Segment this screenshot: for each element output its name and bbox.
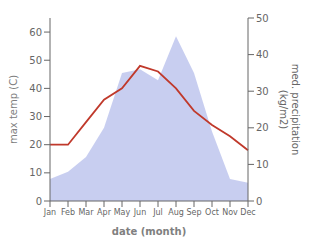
svg-text:30: 30	[256, 86, 269, 97]
svg-text:Jun: Jun	[133, 208, 147, 217]
svg-text:Mar: Mar	[78, 208, 94, 217]
svg-text:Aug: Aug	[168, 208, 184, 217]
svg-text:50: 50	[256, 13, 269, 24]
svg-text:max temp (C): max temp (C)	[8, 75, 19, 144]
svg-text:Oct: Oct	[205, 208, 219, 217]
svg-text:Dec: Dec	[240, 208, 255, 217]
svg-text:0: 0	[36, 196, 42, 207]
svg-text:Sep: Sep	[186, 208, 201, 217]
svg-text:40: 40	[256, 49, 269, 60]
svg-text:med. precipitation(kg/m2): med. precipitation(kg/m2)	[278, 64, 301, 156]
svg-text:Jul: Jul	[152, 208, 163, 217]
svg-text:May: May	[114, 208, 131, 217]
svg-text:50: 50	[29, 55, 42, 66]
svg-text:10: 10	[256, 159, 269, 170]
svg-text:Nov: Nov	[222, 208, 238, 217]
svg-text:Jan: Jan	[43, 208, 56, 217]
svg-text:60: 60	[29, 27, 42, 38]
svg-text:20: 20	[29, 139, 42, 150]
svg-text:40: 40	[29, 83, 42, 94]
svg-text:Apr: Apr	[97, 208, 112, 217]
svg-text:30: 30	[29, 111, 42, 122]
svg-text:Feb: Feb	[61, 208, 75, 217]
svg-text:20: 20	[256, 122, 269, 133]
svg-text:date (month): date (month)	[112, 226, 186, 237]
svg-text:0: 0	[256, 196, 262, 207]
svg-text:10: 10	[29, 167, 42, 178]
